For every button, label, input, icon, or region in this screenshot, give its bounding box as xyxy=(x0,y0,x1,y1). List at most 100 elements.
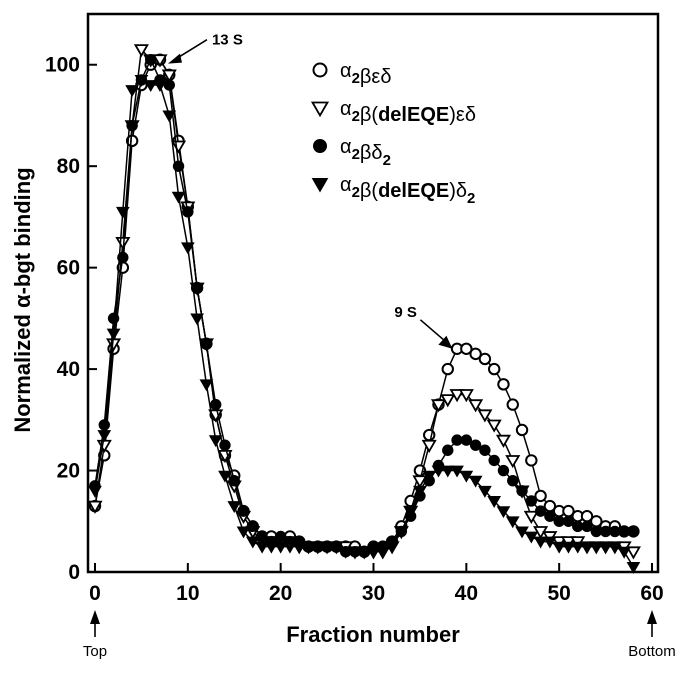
annotation: 13 S xyxy=(167,32,243,64)
data-point xyxy=(255,541,269,554)
data-point xyxy=(581,520,593,533)
data-point xyxy=(191,282,203,294)
data-point xyxy=(525,495,538,507)
data-point xyxy=(478,485,492,498)
legend-marker xyxy=(312,62,328,78)
y-axis-title: Normalized α-bgt binding xyxy=(10,167,35,432)
legend-label-part: δ xyxy=(456,180,467,202)
y-tick-label: 40 xyxy=(57,358,80,381)
endpoint-left: Top xyxy=(83,610,107,660)
annotation-label: 13 S xyxy=(212,32,243,49)
data-point xyxy=(283,541,297,554)
data-point xyxy=(385,541,399,554)
data-point xyxy=(209,398,222,411)
data-point xyxy=(412,475,428,489)
y-tick-label: 20 xyxy=(57,460,80,483)
legend-label: α2βδ2 xyxy=(340,136,391,169)
data-point xyxy=(357,546,372,559)
legend-label-part: β xyxy=(360,104,372,126)
data-point xyxy=(133,44,149,58)
data-point xyxy=(552,541,567,554)
data-point xyxy=(440,394,456,408)
data-point xyxy=(199,379,214,392)
endpoint-label: Top xyxy=(83,643,107,660)
data-point xyxy=(227,501,242,514)
data-point xyxy=(236,526,251,539)
data-point xyxy=(544,510,556,522)
data-point xyxy=(171,140,187,154)
data-point xyxy=(190,313,204,326)
data-point xyxy=(430,399,447,413)
x-tick-label: 60 xyxy=(640,582,663,605)
data-point xyxy=(497,464,510,477)
legend-label-part: β xyxy=(360,66,372,88)
legend-marker xyxy=(311,177,329,193)
data-point xyxy=(274,530,287,543)
data-point xyxy=(441,362,454,376)
y-tick-label: 100 xyxy=(45,54,80,77)
x-tick-label: 50 xyxy=(547,582,570,605)
data-point xyxy=(403,506,418,519)
legend-label-part: 2 xyxy=(352,146,360,163)
legend-label-part: α xyxy=(340,98,352,120)
data-point xyxy=(320,541,334,554)
data-point xyxy=(625,546,641,560)
endpoint-arrowhead xyxy=(90,610,100,624)
data-point xyxy=(570,541,585,554)
data-point xyxy=(394,526,409,539)
data-point xyxy=(171,191,186,204)
legend-label-part: β xyxy=(360,180,372,202)
legend-label-part: 2 xyxy=(352,108,360,125)
x-tick-label: 30 xyxy=(362,582,385,605)
data-point xyxy=(516,485,528,497)
data-point xyxy=(88,485,102,498)
data-point xyxy=(208,435,223,448)
data-point xyxy=(533,536,548,549)
x-tick-label: 0 xyxy=(89,582,101,605)
data-point xyxy=(228,474,240,487)
data-point xyxy=(143,80,158,93)
legend-label-part: ( xyxy=(371,104,378,126)
data-point xyxy=(180,242,195,255)
data-point xyxy=(431,465,446,478)
legend-label-part: ( xyxy=(371,180,378,202)
y-tick-label: 60 xyxy=(57,257,80,280)
data-point xyxy=(264,541,279,554)
data-point xyxy=(338,546,353,559)
data-point xyxy=(506,398,519,411)
legend-label-part: εδ xyxy=(456,104,476,126)
data-point xyxy=(580,541,594,554)
x-axis: 0 10 20 30 40 50 60 xyxy=(89,563,664,605)
data-point xyxy=(469,439,482,451)
legend-label-part: εδ xyxy=(371,66,391,88)
endpoint-markers: Top Bottom xyxy=(83,610,676,660)
data-point xyxy=(442,444,454,456)
series-triangle-down-filled xyxy=(88,75,641,574)
data-point xyxy=(421,439,437,453)
data-point xyxy=(273,541,288,554)
data-point xyxy=(375,546,390,559)
data-point xyxy=(561,541,576,554)
data-point xyxy=(562,515,575,527)
data-point xyxy=(496,506,511,519)
annotations: 13 S 9 S xyxy=(167,32,453,349)
data-point xyxy=(292,541,307,554)
data-point xyxy=(469,347,482,361)
data-point xyxy=(497,378,510,391)
data-point xyxy=(523,510,539,524)
data-point xyxy=(626,562,641,574)
x-tick-label: 10 xyxy=(176,582,199,605)
data-point xyxy=(617,546,631,559)
legend-label-part: ) xyxy=(449,180,456,202)
data-point xyxy=(107,312,120,325)
series-circle-open xyxy=(88,53,640,558)
series-circle-filled xyxy=(89,53,640,558)
x-tick-label: 20 xyxy=(269,582,292,605)
data-point xyxy=(468,475,483,488)
legend-item: α2β(delEQE)δ2 xyxy=(311,174,475,207)
data-point xyxy=(256,530,268,543)
data-point xyxy=(534,489,547,503)
data-point xyxy=(589,541,604,554)
data-point xyxy=(87,500,103,514)
